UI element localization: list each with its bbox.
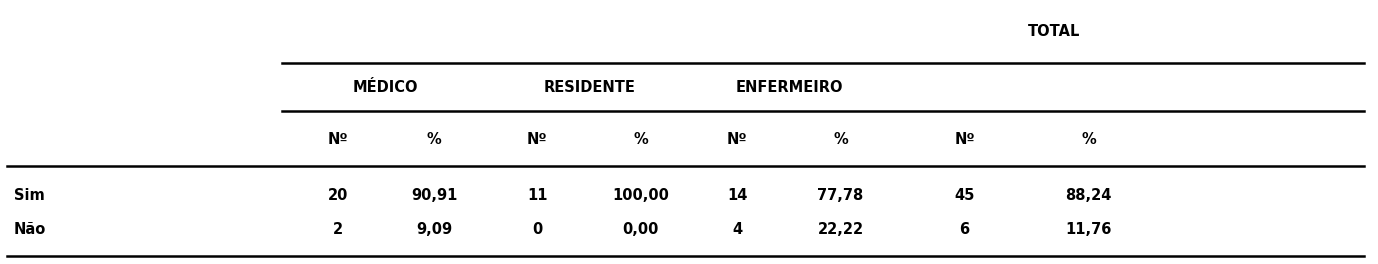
Text: %: % bbox=[427, 133, 441, 147]
Text: %: % bbox=[1082, 133, 1096, 147]
Text: 45: 45 bbox=[955, 188, 974, 203]
Text: Não: Não bbox=[14, 222, 45, 237]
Text: 11: 11 bbox=[528, 188, 547, 203]
Text: MÉDICO: MÉDICO bbox=[353, 80, 419, 95]
Text: 2: 2 bbox=[332, 222, 343, 237]
Text: Nº: Nº bbox=[955, 133, 974, 147]
Text: Nº: Nº bbox=[728, 133, 747, 147]
Text: TOTAL: TOTAL bbox=[1028, 24, 1080, 39]
Text: Nº: Nº bbox=[528, 133, 547, 147]
Text: 6: 6 bbox=[959, 222, 970, 237]
Text: 0: 0 bbox=[532, 222, 543, 237]
Text: 77,78: 77,78 bbox=[817, 188, 864, 203]
Text: ENFERMEIRO: ENFERMEIRO bbox=[734, 80, 843, 95]
Text: Nº: Nº bbox=[328, 133, 347, 147]
Text: 22,22: 22,22 bbox=[817, 222, 864, 237]
Text: %: % bbox=[634, 133, 648, 147]
Text: 90,91: 90,91 bbox=[411, 188, 457, 203]
Text: 88,24: 88,24 bbox=[1065, 188, 1112, 203]
Text: 100,00: 100,00 bbox=[612, 188, 670, 203]
Text: %: % bbox=[834, 133, 847, 147]
Text: 4: 4 bbox=[732, 222, 743, 237]
Text: 0,00: 0,00 bbox=[623, 222, 659, 237]
Text: 14: 14 bbox=[728, 188, 747, 203]
Text: 9,09: 9,09 bbox=[416, 222, 452, 237]
Text: 20: 20 bbox=[328, 188, 347, 203]
Text: RESIDENTE: RESIDENTE bbox=[543, 80, 635, 95]
Text: 11,76: 11,76 bbox=[1065, 222, 1112, 237]
Text: Sim: Sim bbox=[14, 188, 44, 203]
